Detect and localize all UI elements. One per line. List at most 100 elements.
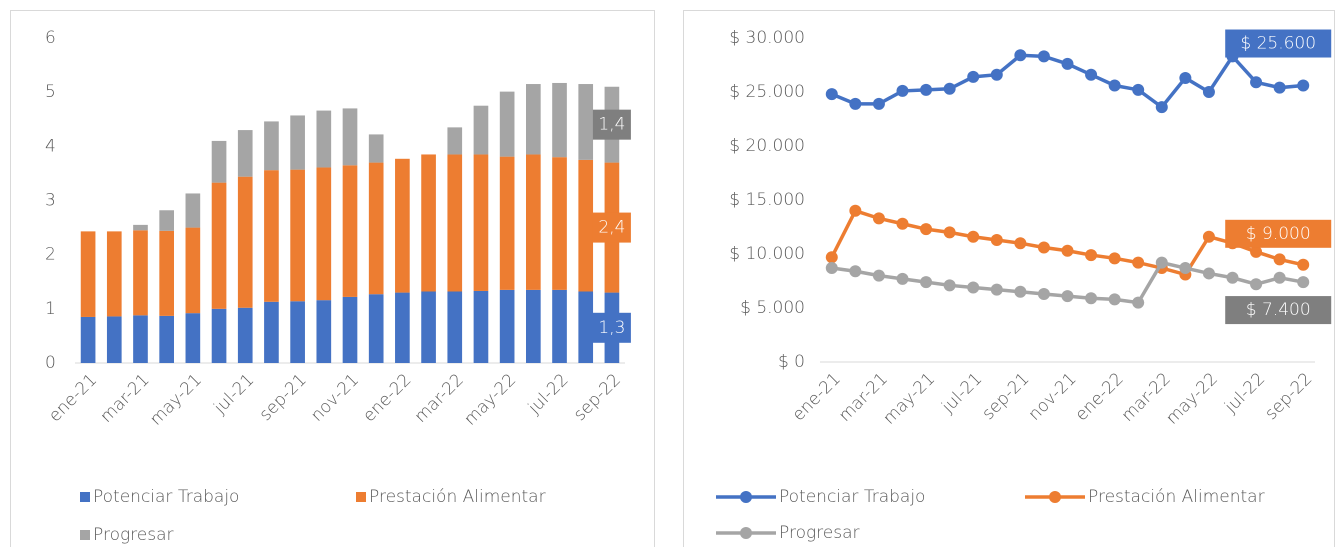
point [1297,258,1310,271]
bar-segment [106,231,122,317]
bar-segment [368,294,384,363]
x-tick-label: nov-21 [307,370,363,426]
point [1202,230,1215,243]
bar-segment [552,289,567,363]
y-tick-label: $ 15.000 [729,190,805,210]
bar-segment [133,230,148,316]
data-label-box [1225,29,1332,58]
point [1037,287,1050,300]
x-tick-label: ene-21 [45,370,101,426]
y-tick-label: 5 [45,82,56,102]
point [1014,285,1027,298]
x-tick-label: jul-21 [210,370,259,419]
point [849,265,862,278]
point [1108,293,1121,306]
bar-segment [185,193,201,228]
x-tick-label: may-22 [1162,369,1222,429]
bar-segment [473,105,489,155]
bar-segment [211,182,227,309]
data-label: $ 25.600 [1240,34,1316,54]
point [920,83,933,96]
legend-swatch [80,530,90,540]
point [1037,241,1050,254]
data-label-box [1225,296,1332,325]
x-tick-label: sep-21 [978,369,1033,424]
point [825,262,838,275]
bar-segment [159,315,174,363]
point [872,97,885,110]
bar-segment [133,315,148,363]
bar-segment [185,313,201,363]
bar-segment [316,110,332,168]
bar-segment [499,289,515,363]
point [1250,245,1263,258]
point [1132,296,1145,309]
x-tick-label: may-21 [146,370,206,430]
bar-segment [421,291,436,363]
point [896,272,909,285]
bar-segment [316,300,332,363]
point [1155,101,1168,114]
point [967,281,980,294]
bar-segment [473,290,489,363]
x-tick-label: may-21 [879,369,939,429]
point [1132,256,1145,269]
bar-segment [578,84,594,160]
point [1014,237,1027,250]
bar-segment [237,176,253,308]
bar-segment [80,316,96,363]
point [1085,68,1098,81]
point [967,70,980,83]
bar-segment [473,154,489,291]
bar-segment [552,82,567,158]
point [920,276,933,289]
legend-label: Prestación Alimentar [369,487,546,507]
point [896,217,909,230]
legend-swatch [356,492,366,502]
point [920,223,933,236]
y-tick-label: $ 25.000 [729,82,805,102]
y-tick-label: $ 5.000 [740,298,805,318]
point [1226,271,1239,284]
bar-segment [264,301,279,363]
bar-segment [133,224,148,231]
point [990,68,1003,81]
bar-segment [159,210,174,231]
bar-segment [447,291,463,363]
bar-segment [526,154,541,290]
bar-segment [342,165,358,297]
point [943,82,956,95]
x-tick-label: nov-21 [1025,369,1081,425]
point [1179,262,1192,275]
point [1085,249,1098,262]
right-panel-border [683,10,1335,547]
point [1061,290,1074,303]
legend-label: Progresar [93,525,174,545]
legend-label: Potenciar Trabajo [93,487,239,507]
bar-segment [395,292,410,363]
bar-segment [578,291,594,363]
x-tick-label: ene-22 [359,370,415,426]
bar-segment [447,127,463,155]
x-tick-label: sep-22 [570,370,625,425]
y-tick-label: 6 [45,28,56,48]
point [1273,81,1286,94]
legend-label: Progresar [779,523,860,543]
point [1108,252,1121,265]
legend-marker [1049,491,1061,503]
point [990,283,1003,296]
data-label: 2,4 [598,218,625,238]
point [943,226,956,239]
point [967,230,980,243]
x-tick-label: mar-22 [411,370,468,427]
point [990,233,1003,246]
y-tick-label: 1 [45,299,56,319]
point [1061,244,1074,257]
legend-label: Prestación Alimentar [1088,487,1265,507]
bar-segment [290,115,305,170]
y-tick-label: 2 [45,245,56,265]
bar-segment [421,154,436,292]
x-tick-label: may-22 [460,370,520,430]
bar-segment [552,157,567,290]
